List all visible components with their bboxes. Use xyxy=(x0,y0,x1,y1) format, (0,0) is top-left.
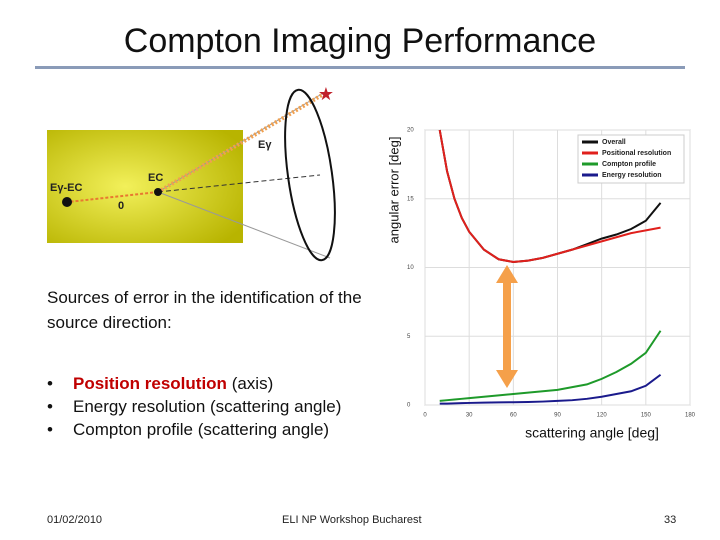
x-tick-label: 30 xyxy=(466,413,473,419)
source-star: ★ xyxy=(318,84,334,104)
cone-ellipse xyxy=(284,88,336,262)
slide-title: Compton Imaging Performance xyxy=(123,22,597,60)
y-tick-label: 0 xyxy=(407,403,411,409)
bullet-text: (axis) xyxy=(231,374,274,393)
absorb-point xyxy=(62,197,72,207)
annotation-arrow xyxy=(496,265,518,388)
footer-event: ELI NP Workshop Bucharest xyxy=(282,514,422,526)
compton-diagram: ★ Eγ-EC EC 0 Eγ xyxy=(47,84,336,262)
chart: angular error [deg] scattering angle [de… xyxy=(386,128,695,441)
x-tick-label: 180 xyxy=(685,413,696,419)
bullet-text: Energy resolution (scattering angle) xyxy=(73,397,342,416)
scatter-point xyxy=(154,188,162,196)
bullet-emphasis: Position resolution xyxy=(73,374,227,393)
x-tick-label: 0 xyxy=(423,413,427,419)
y-tick-label: 15 xyxy=(407,196,414,202)
bullet: Position resolution (axis) xyxy=(47,372,387,395)
arrow-head xyxy=(496,370,518,388)
y-axis-label: angular error [deg] xyxy=(386,137,401,244)
bullet-list: Position resolution (axis) Energy resolu… xyxy=(47,372,387,441)
arrow-head xyxy=(496,265,518,283)
series-line xyxy=(439,373,662,405)
title-rule xyxy=(35,66,685,69)
diagram-label: Eγ xyxy=(258,139,272,151)
series-line xyxy=(439,330,662,402)
x-axis-label: scattering angle [deg] xyxy=(525,425,659,441)
electron-track xyxy=(67,191,159,203)
x-tick-label: 90 xyxy=(554,413,561,419)
y-tick-label: 20 xyxy=(407,128,414,134)
bullet-text: Compton profile (scattering angle) xyxy=(73,420,330,439)
y-tick-label: 10 xyxy=(407,265,414,271)
legend-label: Compton profile xyxy=(602,161,656,168)
x-tick-label: 120 xyxy=(597,413,608,419)
legend-label: Overall xyxy=(602,139,626,146)
intro-text: Sources of error in the identification o… xyxy=(47,288,362,332)
x-tick-label: 60 xyxy=(510,413,517,419)
series-line xyxy=(438,129,661,264)
axis-line xyxy=(157,174,321,193)
bullet: Energy resolution (scattering angle) xyxy=(47,395,387,418)
cone-edge xyxy=(157,191,331,259)
diagram-label: Eγ-EC xyxy=(50,182,82,194)
diagram-label: 0 xyxy=(118,200,124,212)
diagram-label: EC xyxy=(148,172,163,184)
bullet: Compton profile (scattering angle) xyxy=(47,418,387,441)
footer-date: 01/02/2010 xyxy=(47,514,103,526)
y-tick-label: 5 xyxy=(407,334,411,340)
footer-page: 33 xyxy=(664,514,677,526)
legend-label: Energy resolution xyxy=(602,172,662,179)
x-tick-label: 150 xyxy=(641,413,652,419)
legend-label: Positional resolution xyxy=(602,150,671,157)
